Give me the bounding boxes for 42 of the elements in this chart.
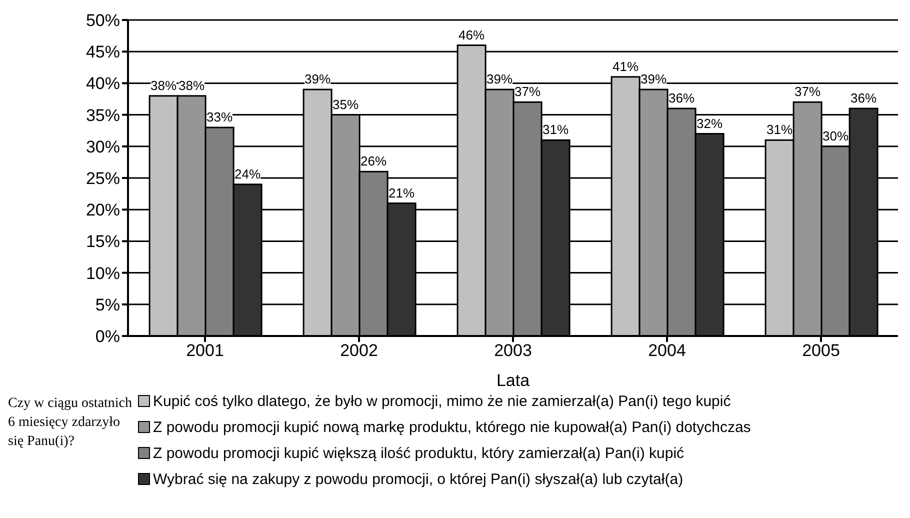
data-label: 24% [234,166,262,182]
data-label: 21% [388,185,416,200]
legend-label: Wybrać się na zakupy z powodu promocji, o której Pan(i) słyszał(a) lub czytał(a) [153,470,684,488]
y-tick-label: 20% [86,200,120,220]
data-label: 31% [766,122,794,138]
legend-title: Czy w ciągu ostatnich 6 miesięcy zdarzyło się Panu(i)? [8,395,134,451]
y-tick-label: 45% [86,42,120,62]
legend-label: Kupić coś tylko dlatego, że było w promocji, mimo że nie zamierzał(a) Pan(i) tego kupić [153,392,731,410]
y-tick-label: 35% [86,106,120,125]
x-tick-label: 2002 [340,341,378,360]
data-label: 38% [150,78,178,93]
data-label: 30% [822,128,850,144]
x-axis-title: Lata [496,371,530,390]
data-label: 46% [458,27,486,42]
y-tick-label: 50% [86,11,120,30]
data-label: 33% [206,109,234,124]
x-tick-label: 2003 [494,341,532,360]
y-tick-label: 40% [86,74,120,94]
data-label: 36% [668,90,696,106]
data-label: 41% [612,58,640,74]
data-label: 36% [850,90,878,106]
y-tick-label: 10% [86,264,120,283]
data-label: 39% [640,72,668,87]
data-label: 31% [542,122,570,138]
x-tick-label: 2005 [802,341,840,360]
y-tick-label: 0% [95,327,120,346]
x-tick-label: 2004 [648,341,686,360]
y-tick-label: 25% [86,169,120,188]
data-label: 37% [794,84,822,100]
data-label: 37% [514,84,542,100]
y-tick-label: 5% [95,295,120,314]
x-tick-label: 2001 [186,341,224,360]
data-label: 39% [486,72,514,87]
y-tick-label: 30% [86,137,120,156]
legend-label: Z powodu promocji kupić większą ilość produktu, który zamierzał(a) Pan(i) kupić [153,444,684,462]
y-tick-label: 15% [86,232,120,252]
legend-label: Z powodu promocji kupić nową markę produktu, którego nie kupował(a) Pan(i) dotychczas [153,418,751,436]
data-label: 32% [696,116,724,131]
data-label: 38% [178,78,206,93]
data-label: 35% [332,96,360,112]
data-label: 39% [304,72,332,87]
data-label: 26% [360,154,388,169]
